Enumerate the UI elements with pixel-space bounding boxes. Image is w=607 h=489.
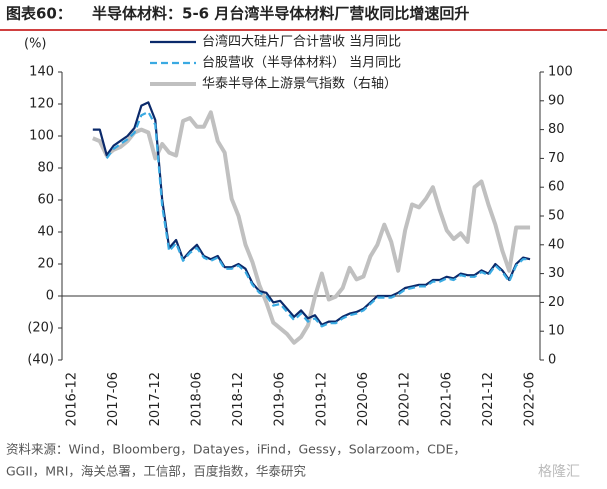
x-tick-label: 2020-06 (356, 372, 371, 426)
legend-label: 台湾四大硅片厂合计营收 当月同比 (202, 34, 401, 50)
x-tick-label: 2017-12 (148, 372, 163, 426)
y-tick-label: 80 (37, 161, 54, 176)
y-tick-label: 0 (46, 289, 54, 304)
y2-tick-label: 50 (548, 209, 565, 224)
chart-label: 图表60： (6, 5, 72, 23)
x-tick-label: 2022-06 (523, 372, 538, 426)
watermark: 格隆汇 (538, 464, 580, 480)
y-axis-label: (%) (24, 37, 47, 52)
x-tick-label: 2018-06 (189, 372, 204, 426)
x-tick-label: 2018-12 (231, 372, 246, 426)
series-line (92, 101, 531, 326)
x-tick-label: 2019-06 (273, 372, 288, 426)
y2-tick-label: 20 (548, 295, 565, 310)
y2-tick-label: 60 (548, 180, 565, 195)
y-tick-label: (40) (27, 353, 54, 368)
x-tick-label: 2021-06 (439, 372, 454, 426)
series-line (92, 110, 531, 345)
y-tick-label: (20) (27, 321, 54, 336)
y-tick-label: 60 (37, 193, 54, 208)
x-tick-label: 2019-12 (314, 372, 329, 426)
x-tick-label: 2021-12 (481, 372, 496, 426)
y2-tick-label: 90 (548, 93, 565, 108)
y-tick-label: 20 (37, 257, 54, 272)
x-tick-label: 2017-06 (106, 372, 121, 426)
source: GGII，MRI，海关总署，工信部，百度指数，华泰研究 (6, 464, 306, 479)
series-line (105, 110, 531, 328)
x-tick-label: 2020-12 (398, 372, 413, 426)
legend-label: 台股营收（半导体材料） 当月同比 (202, 56, 401, 71)
y-tick-label: 120 (29, 97, 54, 112)
y-tick-label: 140 (29, 65, 54, 80)
y-tick-label: 100 (29, 129, 54, 144)
y2-tick-label: 30 (548, 266, 565, 281)
y-tick-label: 40 (37, 225, 54, 240)
source: 资料来源：Wind，Bloomberg，Datayes，iFind，Gessy，… (6, 442, 466, 457)
y2-tick-label: 80 (548, 122, 565, 137)
x-tick-label: 2016-12 (65, 372, 80, 426)
y2-tick-label: 100 (548, 65, 573, 80)
y2-tick-label: 0 (548, 353, 556, 368)
y2-tick-label: 40 (548, 237, 565, 252)
legend-label: 华泰半导体上游景气指数（右轴） (202, 76, 397, 92)
y2-tick-label: 10 (548, 324, 565, 339)
y2-tick-label: 70 (548, 151, 565, 166)
chart-title: 半导体材料：5-6 月台湾半导体材料厂营收同比增速回升 (92, 5, 469, 23)
